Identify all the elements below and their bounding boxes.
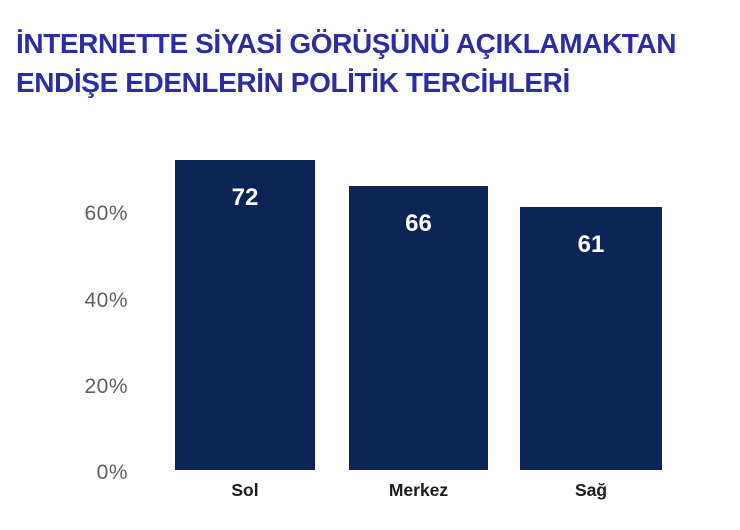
bar-sol: 72	[175, 160, 315, 470]
bar-value-label: 72	[231, 184, 259, 211]
bar-sağ: 61	[520, 207, 662, 470]
category-label-sağ: Sağ	[574, 480, 608, 500]
chart-title-line1: İNTERNETTE SİYASİ GÖRÜŞÜNÜ AÇIKLAMAKTAN	[16, 28, 677, 59]
category-label-sol: Sol	[231, 480, 259, 500]
y-axis-tick-label: 20%	[84, 374, 128, 398]
y-axis-tick-label: 40%	[84, 288, 128, 312]
bar-merkez: 66	[349, 186, 488, 470]
chart-title-line2: ENDİŞE EDENLERİN POLİTİK TERCİHLERİ	[16, 67, 570, 98]
bar-value-label: 61	[577, 231, 605, 258]
chart-title: İNTERNETTE SİYASİ GÖRÜŞÜNÜ AÇIKLAMAKTAN E…	[16, 24, 726, 102]
y-axis-tick-label: 0%	[96, 461, 128, 484]
y-axis-tick-label: 60%	[84, 202, 128, 226]
category-label-merkez: Merkez	[388, 480, 449, 500]
bar-value-label: 66	[405, 210, 432, 237]
